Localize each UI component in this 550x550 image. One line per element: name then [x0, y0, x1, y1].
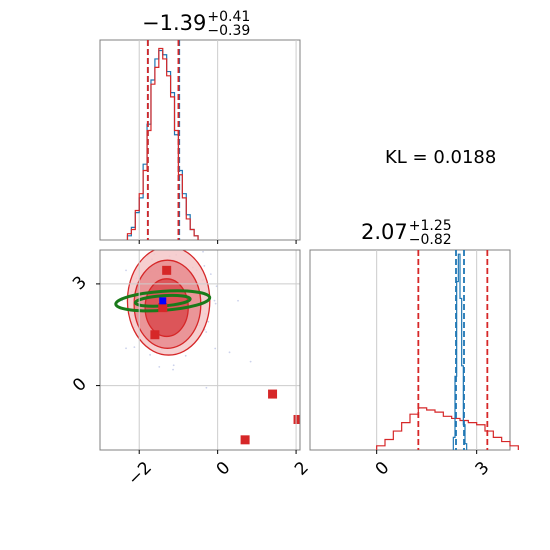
joint-cloud-point	[125, 347, 127, 350]
marginal-x-hist-red	[126, 47, 199, 240]
joint-frame	[99, 249, 301, 451]
marginal-y-title-plus: +1.25	[408, 218, 452, 234]
marginal-x-title: −1.39 +0.41 −0.39	[142, 10, 250, 38]
joint-red-marker-0	[162, 265, 172, 275]
joint-red-marker-4	[268, 389, 278, 399]
joint-xtick-label-1: 0	[213, 458, 235, 480]
joint-cloud-point	[162, 242, 164, 244]
joint-blue-marker	[159, 297, 167, 305]
joint-cloud-point	[214, 302, 217, 305]
marginal-y-title-minus: −0.82	[408, 232, 452, 248]
joint-cloud-point	[172, 368, 174, 371]
joint-cloud-point	[202, 250, 204, 253]
joint-red-marker-2	[150, 330, 160, 340]
joint-cloud-point	[237, 299, 239, 302]
joint-red-marker-5	[293, 414, 300, 424]
joint-cloud-point	[228, 351, 231, 354]
joint-xtick-label-2: 2	[291, 458, 313, 480]
joint-ytick-label-0: 0	[69, 374, 91, 396]
joint-cloud-point	[172, 364, 175, 367]
joint-cloud-point	[209, 273, 212, 276]
joint-plot-area	[114, 221, 300, 445]
kl-annotation: KL = 0.0188	[385, 147, 497, 168]
joint-cloud-point	[207, 320, 210, 323]
joint-red-marker-1	[158, 303, 168, 313]
joint-cloud-point	[166, 221, 168, 223]
marginal-y-xtick-label-0: 0	[372, 458, 394, 480]
joint-cloud-point	[158, 365, 161, 368]
joint-cloud-point	[219, 231, 221, 233]
marginal-x-title-value: −1.39	[142, 11, 207, 35]
joint-cloud-point	[205, 386, 208, 389]
marginal-x-title-minus: −0.39	[207, 23, 251, 39]
marginal-y-title-value: 2.07	[361, 220, 408, 244]
joint-cloud-point	[149, 353, 152, 356]
marginal-x-title-plus: +0.41	[207, 9, 251, 25]
joint-cloud-point	[205, 331, 208, 333]
joint-cloud-point	[203, 265, 206, 267]
joint-cloud-point	[133, 346, 136, 349]
marginal-y-hist-blue	[452, 253, 468, 450]
joint-cloud-point	[184, 354, 187, 357]
marginal-y-hist-red	[376, 407, 519, 450]
joint-cloud-point	[249, 360, 252, 363]
marginal-y-xtick-label-1: 3	[472, 458, 494, 480]
marginal-y-frame	[309, 249, 511, 451]
joint-xtick-label-0: −2	[124, 458, 156, 490]
joint-ytick-label-1: 3	[69, 272, 91, 294]
marginal-x-frame	[99, 39, 301, 241]
joint-red-marker-3	[240, 435, 250, 445]
joint-cloud-point	[125, 269, 127, 272]
joint-cloud-point	[213, 299, 216, 302]
joint-cloud-point	[214, 347, 217, 350]
marginal-y-title: 2.07 +1.25 −0.82	[361, 219, 452, 247]
marginal-x-hist-blue	[126, 49, 199, 240]
joint-cloud-point	[215, 285, 218, 288]
